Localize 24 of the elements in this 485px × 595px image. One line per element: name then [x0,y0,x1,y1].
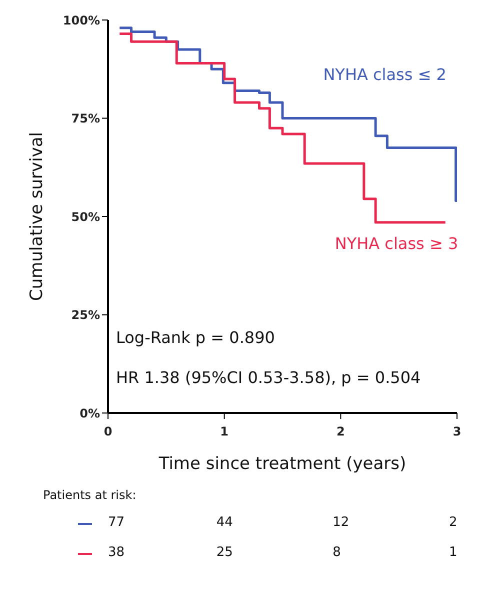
y-axis-title: Cumulative survival [27,132,48,302]
y-tick-label: 100% [62,13,100,28]
text: 8 [332,545,341,560]
text: 38 [108,545,125,560]
x-tick-label: 3 [452,424,462,439]
x-tick-label: 2 [336,424,345,439]
text: 1 [449,545,458,560]
text: Patients at risk: [43,488,136,502]
annotation: HR 1.38 (95%CI 0.53-3.58), p = 0.504 [116,368,421,387]
text: 25 [216,545,233,560]
y-tick-label: 25% [71,308,100,322]
text: 77 [108,515,125,530]
x-axis-title: Time since treatment (years) [158,454,406,474]
text: 12 [332,515,350,530]
y-tick-label: 50% [71,210,100,224]
x-tick-label: 1 [220,424,229,439]
y-tick-label: 0% [80,406,100,420]
series-label: NYHA class ≥ 3 [334,234,458,253]
text: NYHA class ≤ 2 [323,65,446,84]
text: 44 [216,515,233,530]
annotation: Log-Rank p = 0.890 [116,328,275,348]
x-tick-label: 0 [104,424,112,439]
text: 2 [449,515,458,530]
y-tick-label: 75% [71,112,100,126]
